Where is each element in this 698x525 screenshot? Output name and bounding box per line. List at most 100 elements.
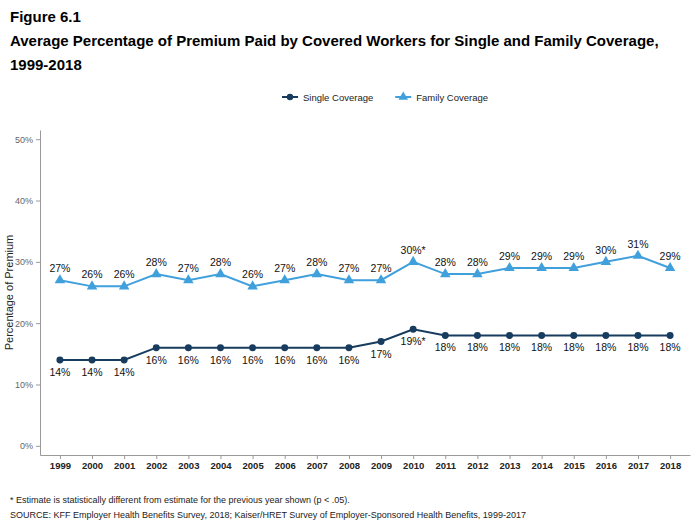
- footnote: * Estimate is statistically different fr…: [10, 495, 350, 505]
- y-axis-title: Percentage of Premium: [3, 235, 15, 351]
- tick-mark: [349, 455, 350, 459]
- marker: [151, 268, 162, 277]
- marker: [215, 268, 226, 277]
- marker: [55, 274, 66, 283]
- data-label: 27%: [338, 262, 359, 274]
- data-label: 19%*: [401, 335, 426, 347]
- marker: [665, 262, 676, 271]
- data-label: 28%: [146, 256, 167, 268]
- data-label: 16%: [242, 354, 263, 366]
- tick-label: 2008: [339, 460, 360, 471]
- marker: [634, 332, 641, 339]
- tick: 2015: [564, 455, 586, 471]
- tick-label: 40%: [15, 196, 33, 206]
- data-label: 30%: [595, 244, 616, 256]
- data-label: 18%: [435, 341, 456, 353]
- tick: 0%: [20, 441, 40, 451]
- tick: 1999: [50, 455, 71, 471]
- tick-mark: [36, 446, 40, 447]
- tick-label: 2007: [307, 460, 328, 471]
- tick-label: 2018: [660, 460, 681, 471]
- marker: [442, 332, 449, 339]
- marker: [667, 332, 674, 339]
- subtitle: Average Percentage of Premium Paid by Co…: [10, 32, 659, 49]
- marker: [601, 256, 612, 265]
- marker: [472, 268, 483, 277]
- marker: [568, 262, 579, 271]
- tick: 2003: [178, 455, 199, 471]
- data-label: 17%: [371, 348, 392, 360]
- marker: [281, 344, 288, 351]
- data-label: 29%: [531, 250, 552, 262]
- tick-label: 0%: [20, 441, 33, 451]
- tick: 2001: [114, 455, 136, 471]
- tick-mark: [36, 323, 40, 324]
- tick: 30%: [15, 257, 40, 267]
- data-label: 29%: [660, 250, 681, 262]
- data-label: 26%: [82, 268, 103, 280]
- data-label: 28%: [435, 256, 456, 268]
- marker: [121, 356, 128, 363]
- data-label: 16%: [178, 354, 199, 366]
- tick-label: 2012: [467, 460, 488, 471]
- legend-item: Family Coverage: [395, 91, 488, 102]
- tick-mark: [188, 455, 189, 459]
- marker: [249, 344, 256, 351]
- tick-mark: [510, 455, 511, 459]
- chart: Figure 6.1Average Percentage of Premium …: [0, 0, 698, 525]
- tick-label: 2017: [628, 460, 649, 471]
- tick-mark: [670, 455, 671, 459]
- tick: 2014: [532, 455, 554, 471]
- data-label: 14%: [82, 366, 103, 378]
- data-label: 28%: [210, 256, 231, 268]
- marker: [506, 332, 513, 339]
- tick-mark: [445, 455, 446, 459]
- data-label: 16%: [274, 354, 295, 366]
- marker: [633, 250, 644, 259]
- tick-mark: [36, 139, 40, 140]
- tick-mark: [253, 455, 254, 459]
- tick: 2013: [499, 455, 520, 471]
- marker: [570, 332, 577, 339]
- tick-mark: [542, 455, 543, 459]
- tick: 2007: [307, 455, 328, 471]
- tick-label: 2016: [596, 460, 617, 471]
- data-label: 18%: [660, 341, 681, 353]
- marker: [602, 332, 609, 339]
- tick: 2016: [596, 455, 617, 471]
- data-label: 14%: [49, 366, 70, 378]
- marker: [183, 274, 194, 283]
- data-label: 16%: [146, 354, 167, 366]
- tick-label: 2006: [275, 460, 296, 471]
- tick-mark: [381, 455, 382, 459]
- marker: [345, 344, 352, 351]
- data-label: 18%: [627, 341, 648, 353]
- tick-label: 2002: [146, 460, 167, 471]
- tick-label: 2004: [210, 460, 232, 471]
- tick: 50%: [15, 135, 40, 145]
- tick-mark: [36, 262, 40, 263]
- tick: 2017: [628, 455, 649, 471]
- tick-label: 50%: [15, 135, 33, 145]
- data-label: 27%: [49, 262, 70, 274]
- tick: 2009: [371, 455, 392, 471]
- tick-mark: [220, 455, 221, 459]
- tick: 2011: [435, 455, 456, 471]
- tick-label: 2009: [371, 460, 392, 471]
- tick-mark: [36, 201, 40, 202]
- data-label: 14%: [114, 366, 135, 378]
- source: SOURCE: KFF Employer Health Benefits Sur…: [10, 510, 526, 520]
- data-label: 30%*: [401, 244, 426, 256]
- data-label: 18%: [563, 341, 584, 353]
- tick: 2008: [339, 455, 360, 471]
- axis-line: [41, 455, 691, 456]
- tick-mark: [574, 455, 575, 459]
- tick-label: 2003: [178, 460, 199, 471]
- tick: 2000: [82, 455, 103, 471]
- marker: [89, 356, 96, 363]
- x-axis: 1999 2000 2001 2002 2003 2004 2005 2006 2007 2008…: [41, 455, 691, 471]
- marker: [87, 280, 98, 289]
- tick-label: 2005: [243, 460, 265, 471]
- marker: [344, 274, 355, 283]
- tick-mark: [124, 455, 125, 459]
